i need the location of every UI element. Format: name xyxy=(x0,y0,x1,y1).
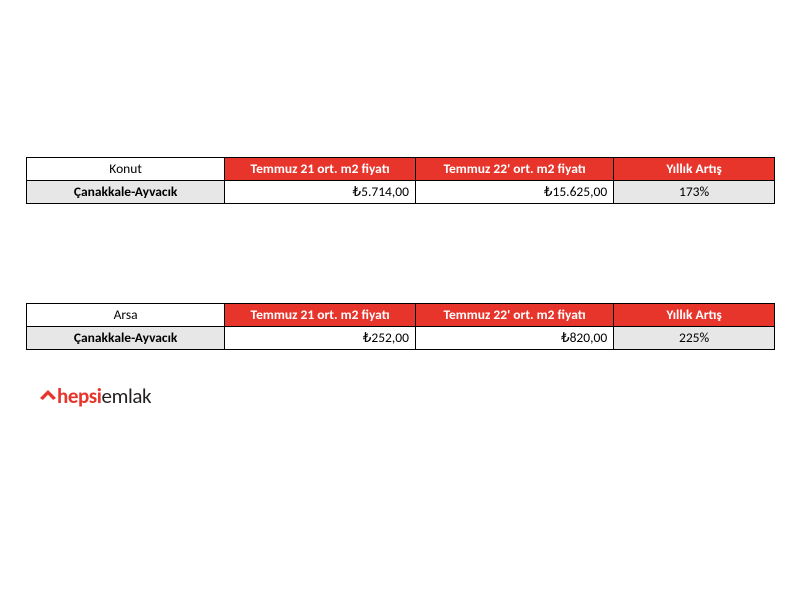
table1-row-p1: ₺5.714,00 xyxy=(225,181,416,204)
table2-header-p2: Temmuz 22' ort. m2 fiyatı xyxy=(415,304,613,327)
table1-category-header: Konut xyxy=(27,158,225,181)
table2-category-header: Arsa xyxy=(27,304,225,327)
table1-header-inc: Yıllık Artış xyxy=(614,158,775,181)
table-row: Çanakkale-Ayvacık ₺252,00 ₺820,00 225% xyxy=(27,327,775,350)
logo-text-hepsi: hepsi xyxy=(57,383,102,409)
logo-roof-icon xyxy=(40,388,56,400)
table1-row-p2: ₺15.625,00 xyxy=(415,181,613,204)
table-row: Çanakkale-Ayvacık ₺5.714,00 ₺15.625,00 1… xyxy=(27,181,775,204)
table1-header-p2: Temmuz 22' ort. m2 fiyatı xyxy=(415,158,613,181)
table2-row-p2: ₺820,00 xyxy=(415,327,613,350)
table2-row-label: Çanakkale-Ayvacık xyxy=(27,327,225,350)
table-konut: Konut Temmuz 21 ort. m2 fiyatı Temmuz 22… xyxy=(26,157,775,204)
table2-row-inc: 225% xyxy=(614,327,775,350)
table1-header-p1: Temmuz 21 ort. m2 fiyatı xyxy=(225,158,416,181)
table-arsa: Arsa Temmuz 21 ort. m2 fiyatı Temmuz 22'… xyxy=(26,303,775,350)
table1-row-label: Çanakkale-Ayvacık xyxy=(27,181,225,204)
table2-row-p1: ₺252,00 xyxy=(225,327,416,350)
table2-header-p1: Temmuz 21 ort. m2 fiyatı xyxy=(225,304,416,327)
hepsiemlak-logo: hepsiemlak xyxy=(40,383,151,409)
logo-text-emlak: emlak xyxy=(102,383,152,409)
table2-header-inc: Yıllık Artış xyxy=(614,304,775,327)
table1-row-inc: 173% xyxy=(614,181,775,204)
